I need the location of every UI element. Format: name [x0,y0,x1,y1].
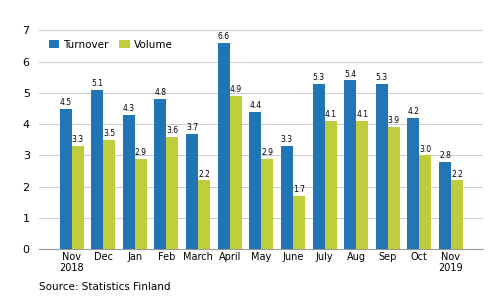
Bar [324,121,337,249]
Text: 2.8: 2.8 [439,151,451,160]
Bar [451,181,463,249]
Text: 2.9: 2.9 [135,148,147,157]
Bar [91,90,103,249]
Bar [186,133,198,249]
Text: 4.3: 4.3 [123,104,135,113]
Bar [249,112,261,249]
Text: Source: Statistics Finland: Source: Statistics Finland [39,282,171,292]
Legend: Turnover, Volume: Turnover, Volume [45,36,177,54]
Bar [71,146,84,249]
Bar [344,81,356,249]
Bar [387,127,400,249]
Text: 3.0: 3.0 [419,145,431,154]
Bar [376,84,387,249]
Bar [281,146,293,249]
Text: 4.5: 4.5 [60,98,71,107]
Text: 2.9: 2.9 [261,148,273,157]
Bar [439,162,451,249]
Bar [135,159,147,249]
Text: 4.1: 4.1 [356,110,368,119]
Text: 3.3: 3.3 [71,135,84,144]
Bar [230,96,242,249]
Text: 4.4: 4.4 [249,101,261,110]
Text: 4.8: 4.8 [154,88,167,97]
Text: 1.7: 1.7 [293,185,305,194]
Bar [407,118,420,249]
Bar [60,109,71,249]
Text: 5.3: 5.3 [313,73,324,82]
Bar [218,43,230,249]
Text: 6.6: 6.6 [217,32,230,41]
Text: 5.4: 5.4 [344,70,356,78]
Text: 5.1: 5.1 [91,79,103,88]
Text: 2.2: 2.2 [198,170,210,179]
Text: 3.5: 3.5 [103,129,115,138]
Text: 3.9: 3.9 [387,116,400,126]
Bar [103,140,115,249]
Text: 3.7: 3.7 [186,123,198,132]
Text: 5.3: 5.3 [376,73,388,82]
Bar [420,155,431,249]
Text: 3.6: 3.6 [167,126,178,135]
Bar [313,84,324,249]
Text: 4.9: 4.9 [230,85,242,94]
Bar [356,121,368,249]
Bar [123,115,135,249]
Bar [154,99,167,249]
Text: 3.3: 3.3 [281,135,293,144]
Bar [167,137,178,249]
Bar [293,196,305,249]
Text: 4.2: 4.2 [407,107,420,116]
Bar [261,159,273,249]
Text: 4.1: 4.1 [324,110,337,119]
Text: 2.2: 2.2 [451,170,463,179]
Bar [198,181,210,249]
